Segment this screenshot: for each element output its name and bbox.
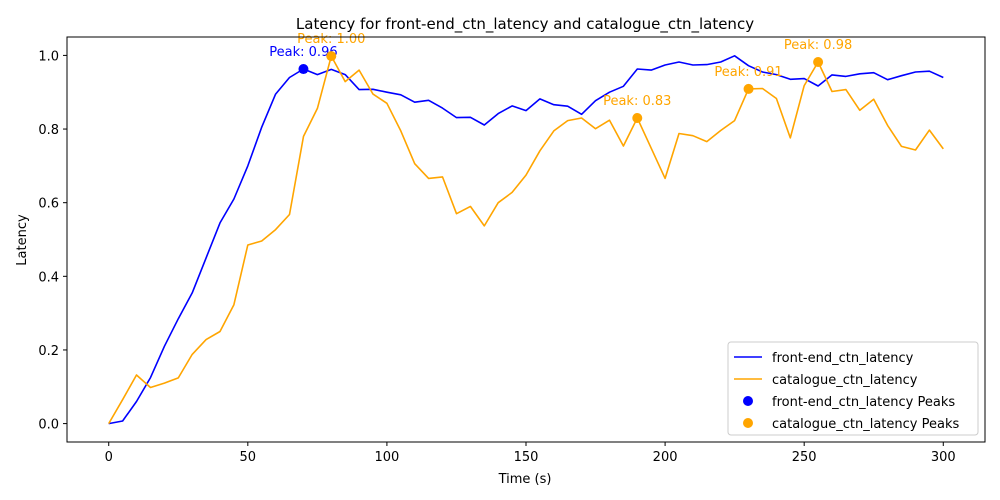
x-tick-label: 150 xyxy=(514,450,539,465)
legend-label: catalogue_ctn_latency xyxy=(772,373,918,388)
y-axis: 0.0 0.2 0.4 0.6 0.8 1.0 xyxy=(38,49,67,433)
x-tick-label: 50 xyxy=(240,450,257,465)
chart-title: Latency for front-end_ctn_latency and ca… xyxy=(296,15,754,34)
series-layer xyxy=(108,54,944,425)
x-tick-label: 100 xyxy=(374,450,399,465)
y-tick-label: 0.8 xyxy=(38,123,59,138)
legend: front-end_ctn_latency catalogue_ctn_laten… xyxy=(727,341,979,436)
y-tick-label: 0.4 xyxy=(38,270,59,285)
peak-label: Peak: 1.00 xyxy=(297,32,365,47)
x-tick-label: 0 xyxy=(105,450,113,465)
x-tick-label: 300 xyxy=(931,450,956,465)
x-axis-label: Time (s) xyxy=(498,472,552,487)
peak-marker xyxy=(743,83,754,94)
x-axis: 0 50 100 150 200 250 300 xyxy=(105,442,956,465)
legend-label: front-end_ctn_latency Peaks xyxy=(772,395,955,410)
legend-label: catalogue_ctn_latency Peaks xyxy=(772,417,959,432)
peak-label: Peak: 0.83 xyxy=(603,94,671,109)
peak-marker xyxy=(326,51,337,62)
peak-marker xyxy=(813,57,824,68)
y-tick-label: 0.6 xyxy=(38,197,59,212)
peak-label: Peak: 0.91 xyxy=(714,65,782,80)
peak-marker xyxy=(632,113,643,123)
legend-label: front-end_ctn_latency xyxy=(772,351,914,366)
y-tick-label: 1.0 xyxy=(38,49,59,64)
x-tick-label: 200 xyxy=(653,450,678,465)
y-tick-label: 0.0 xyxy=(38,418,59,433)
legend-box xyxy=(727,341,979,436)
series-line-front-end_ctn_latency xyxy=(108,54,944,425)
series-line-catalogue_ctn_latency xyxy=(108,55,944,425)
y-axis-label: Latency xyxy=(15,214,30,266)
peak-label: Peak: 0.98 xyxy=(784,38,852,53)
legend-marker-swatch xyxy=(743,396,753,406)
peak-marker xyxy=(298,64,309,75)
y-tick-label: 0.2 xyxy=(38,344,59,359)
x-tick-label: 250 xyxy=(792,450,817,465)
peak-label: Peak: 0.96 xyxy=(269,45,337,60)
legend-marker-swatch xyxy=(743,418,753,428)
